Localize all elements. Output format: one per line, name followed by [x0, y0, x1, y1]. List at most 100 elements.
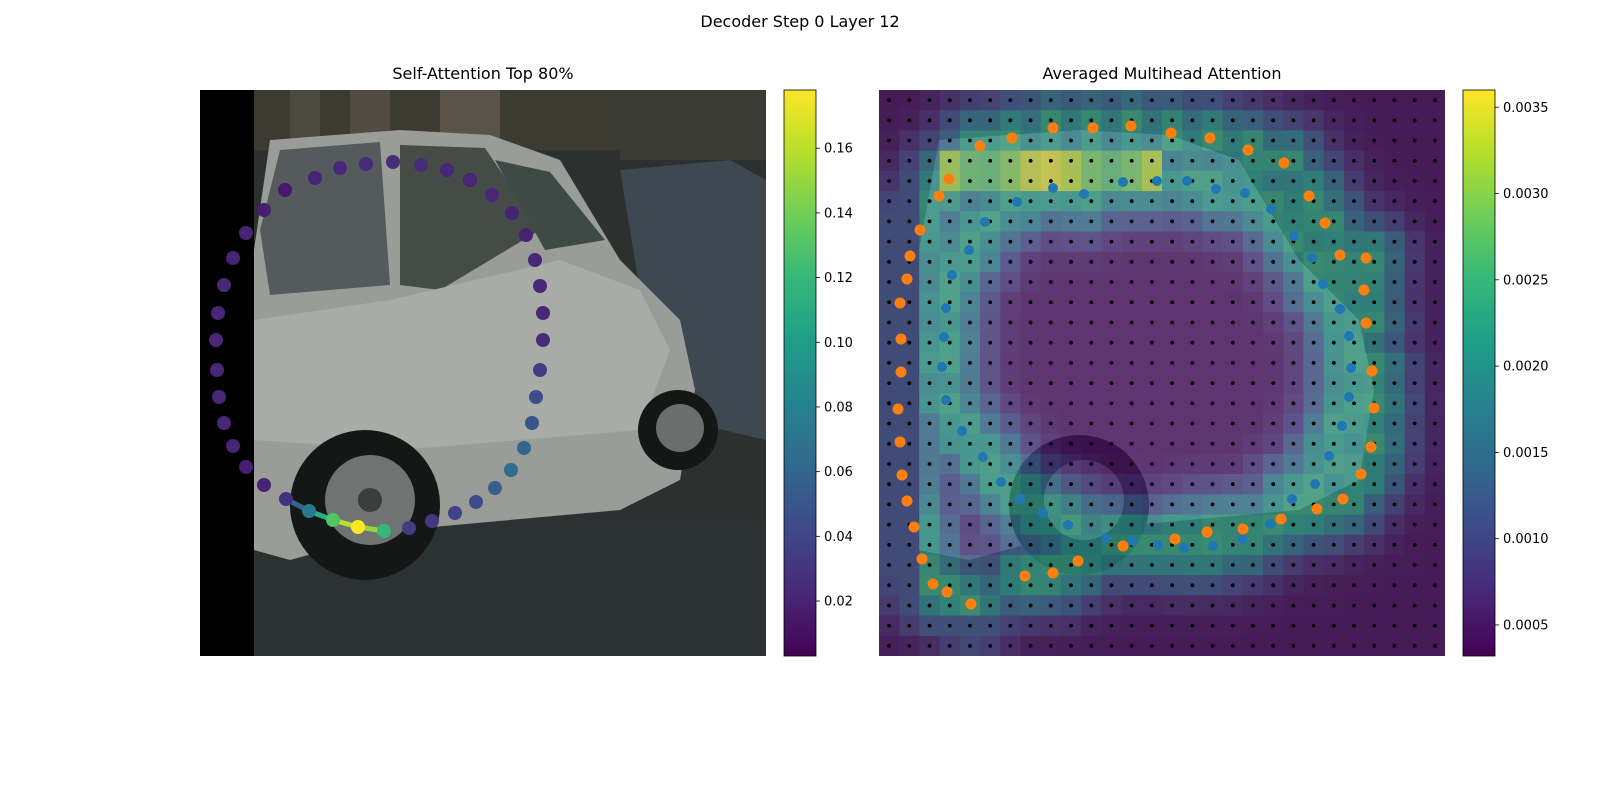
grid-dot	[1291, 259, 1296, 264]
grid-dot	[1048, 360, 1053, 365]
grid-dot	[1271, 542, 1276, 547]
grid-dot	[1392, 502, 1397, 507]
grid-dot	[1432, 421, 1437, 426]
grid-dot	[1311, 563, 1316, 567]
grid-dot	[1109, 542, 1114, 547]
attention-point	[386, 155, 400, 169]
grid-dot	[968, 563, 972, 567]
grid-dot	[1331, 118, 1336, 123]
grid-dot	[1170, 118, 1175, 123]
grid-dot	[947, 522, 952, 527]
grid-dot	[1331, 219, 1336, 224]
grid-dot	[1109, 239, 1114, 244]
grid-dot	[1392, 482, 1397, 487]
orange-point	[1242, 144, 1254, 156]
grid-dot	[1089, 583, 1094, 588]
grid-dot	[1271, 462, 1276, 466]
attention-point	[257, 478, 271, 492]
grid-dot	[1412, 179, 1417, 183]
grid-dot	[1149, 401, 1154, 406]
orange-point	[894, 297, 906, 309]
grid-dot	[988, 542, 993, 547]
grid-dot	[1412, 300, 1417, 305]
blue-point	[1307, 253, 1317, 263]
grid-dot	[988, 381, 993, 386]
grid-dot	[1311, 300, 1316, 305]
grid-dot	[927, 522, 932, 527]
grid-dot	[1291, 643, 1296, 648]
grid-dot	[1271, 239, 1276, 244]
grid-dot	[1069, 300, 1073, 305]
attention-point	[469, 495, 483, 509]
grid-dot	[1432, 199, 1437, 204]
grid-dot	[1069, 482, 1073, 487]
grid-dot	[1028, 179, 1033, 183]
grid-dot	[1251, 300, 1255, 305]
grid-dot	[1028, 239, 1033, 244]
grid-dot	[1352, 259, 1356, 264]
grid-dot	[1251, 158, 1255, 163]
grid-dot	[1392, 179, 1397, 183]
grid-dot	[968, 138, 972, 143]
grid-dot	[1069, 623, 1073, 628]
grid-dot	[988, 623, 993, 628]
grid-dot	[1149, 381, 1154, 386]
grid-dot	[927, 219, 932, 224]
grid-dot	[1251, 179, 1255, 183]
grid-dot	[1089, 239, 1094, 244]
grid-dot	[1089, 623, 1094, 628]
orange-point	[1117, 540, 1129, 552]
grid-dot	[947, 280, 952, 284]
grid-dot	[1069, 643, 1073, 648]
colorbar-tick-label: 0.0030	[1503, 187, 1549, 202]
grid-dot	[1048, 441, 1053, 446]
grid-dot	[1028, 381, 1033, 386]
grid-dot	[947, 239, 952, 244]
grid-dot	[1230, 179, 1235, 183]
orange-point	[1368, 402, 1380, 414]
grid-dot	[1028, 542, 1033, 547]
grid-dot	[1271, 421, 1276, 426]
grid-dot	[1170, 340, 1175, 345]
grid-dot	[1392, 219, 1397, 224]
grid-dot	[1432, 643, 1437, 648]
grid-dot	[1028, 259, 1033, 264]
orange-point	[908, 521, 920, 533]
attention-point	[536, 333, 550, 347]
grid-dot	[988, 118, 993, 123]
grid-dot	[1230, 522, 1235, 527]
grid-dot	[1190, 482, 1195, 487]
grid-dot	[1048, 563, 1053, 567]
grid-dot	[887, 98, 892, 103]
grid-dot	[1291, 583, 1296, 588]
grid-dot	[1291, 462, 1296, 466]
grid-dot	[968, 158, 972, 163]
grid-dot	[1331, 502, 1336, 507]
orange-point	[1047, 567, 1059, 579]
grid-dot	[887, 381, 892, 386]
grid-dot	[968, 320, 972, 325]
grid-dot	[988, 280, 993, 284]
grid-dot	[887, 482, 892, 487]
grid-dot	[1008, 320, 1013, 325]
grid-dot	[1311, 401, 1316, 406]
grid-dot	[1008, 179, 1013, 183]
grid-dot	[1129, 643, 1134, 648]
grid-dot	[907, 138, 912, 143]
grid-dot	[1149, 502, 1154, 507]
grid-dot	[947, 98, 952, 103]
grid-dot	[1230, 340, 1235, 345]
grid-dot	[1392, 623, 1397, 628]
orange-point	[901, 495, 913, 507]
grid-dot	[1190, 563, 1195, 567]
grid-dot	[1149, 482, 1154, 487]
grid-dot	[1008, 623, 1013, 628]
grid-dot	[1190, 583, 1195, 588]
grid-dot	[907, 158, 912, 163]
grid-dot	[1352, 98, 1356, 103]
blue-point	[1324, 451, 1334, 461]
attention-point	[425, 514, 439, 528]
grid-dot	[1129, 280, 1134, 284]
grid-dot	[1028, 421, 1033, 426]
grid-dot	[1069, 320, 1073, 325]
